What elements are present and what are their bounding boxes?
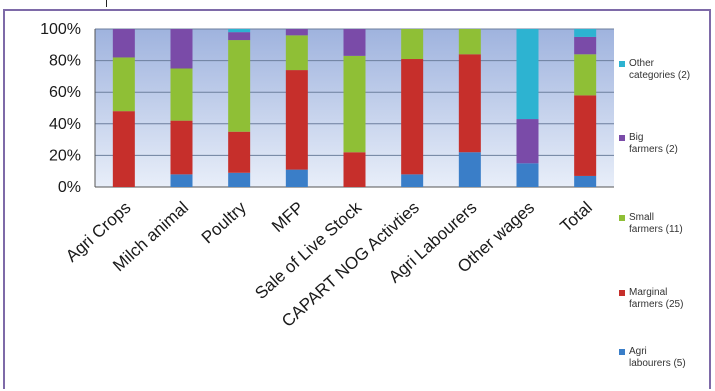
y-tick-label: 100% [40, 21, 81, 38]
bar-segment [170, 68, 193, 121]
bar-segment [458, 29, 481, 55]
bar-segment [170, 29, 193, 69]
y-tick-label: 0% [58, 179, 81, 196]
bar-segment [228, 32, 251, 41]
y-tick-label: 80% [49, 53, 81, 70]
bar-segment [285, 35, 308, 71]
x-tick-label: Total [556, 198, 595, 236]
bar-segment [112, 111, 135, 187]
bar-segment [574, 29, 597, 37]
legend-swatch [619, 290, 625, 296]
legend-swatch [619, 135, 625, 141]
bar-segment [343, 152, 366, 187]
x-tick-label: Poultry [198, 198, 250, 248]
legend-label: Agri labourers (5) [629, 346, 686, 369]
legend-label: Other categories (2) [629, 58, 691, 81]
legend-swatch [619, 61, 625, 67]
bar-segment [228, 172, 251, 187]
bar-segment [516, 163, 539, 187]
bar-segment [458, 152, 481, 187]
bar-segment [343, 55, 366, 153]
bar-segment [574, 175, 597, 187]
bar-segment [516, 119, 539, 164]
chart-legend: Other categories (2) Big farmers (2) Small fa… [619, 0, 713, 391]
bar-segment [401, 174, 424, 187]
legend-label: Big farmers (2) [629, 132, 678, 155]
y-tick-label: 60% [49, 84, 81, 101]
bar-segment [112, 57, 135, 112]
bar-segment [516, 29, 539, 120]
bar-segment [228, 131, 251, 173]
bar-segment [574, 36, 597, 55]
bar-segment [170, 174, 193, 187]
y-tick-label: 40% [49, 116, 81, 133]
x-tick-label: Sale of Live Stock [251, 198, 365, 304]
bar-segment [170, 120, 193, 175]
x-tick-label: MFP [268, 198, 307, 236]
bar-segment [228, 29, 251, 33]
legend-swatch [619, 215, 625, 221]
legend-label: Marginal farmers (25) [629, 287, 684, 310]
y-tick-label: 20% [49, 147, 81, 164]
bar-segment [343, 29, 366, 56]
bar-segment [285, 169, 308, 187]
decorative-tick [106, 0, 107, 7]
bar-segment [574, 95, 597, 176]
bar-segment [285, 29, 308, 36]
bar-segment [458, 54, 481, 153]
bar-segment [401, 59, 424, 175]
bar-segment [574, 54, 597, 96]
legend-label: Small farmers (11) [629, 212, 683, 235]
bar-segment [401, 29, 424, 60]
bar-segment [228, 40, 251, 132]
legend-swatch [619, 349, 625, 355]
bar-segment [112, 29, 135, 58]
bar-segment [285, 70, 308, 170]
